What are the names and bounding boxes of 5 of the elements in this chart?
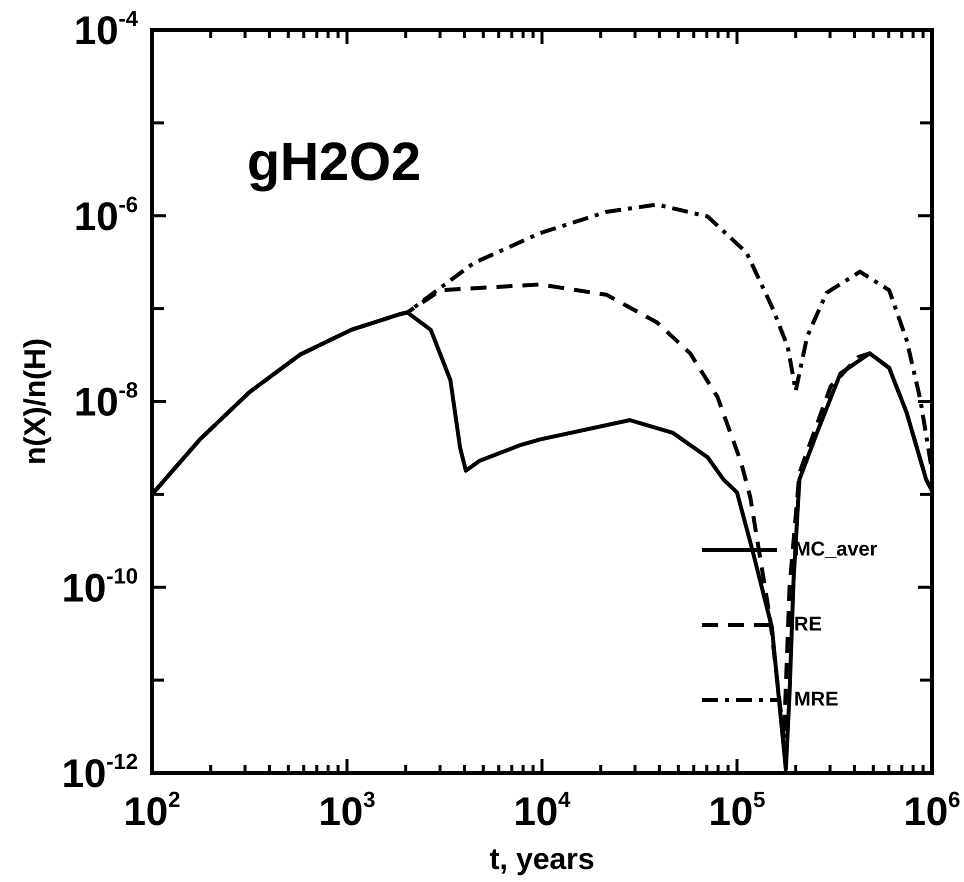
legend-label: MRE (794, 688, 838, 711)
x-axis-title: t, years (489, 843, 595, 876)
text: gH2O2 (247, 132, 422, 192)
y-axis-title: n(X)/n(H) (19, 338, 52, 465)
legend-label: RE (794, 614, 822, 636)
